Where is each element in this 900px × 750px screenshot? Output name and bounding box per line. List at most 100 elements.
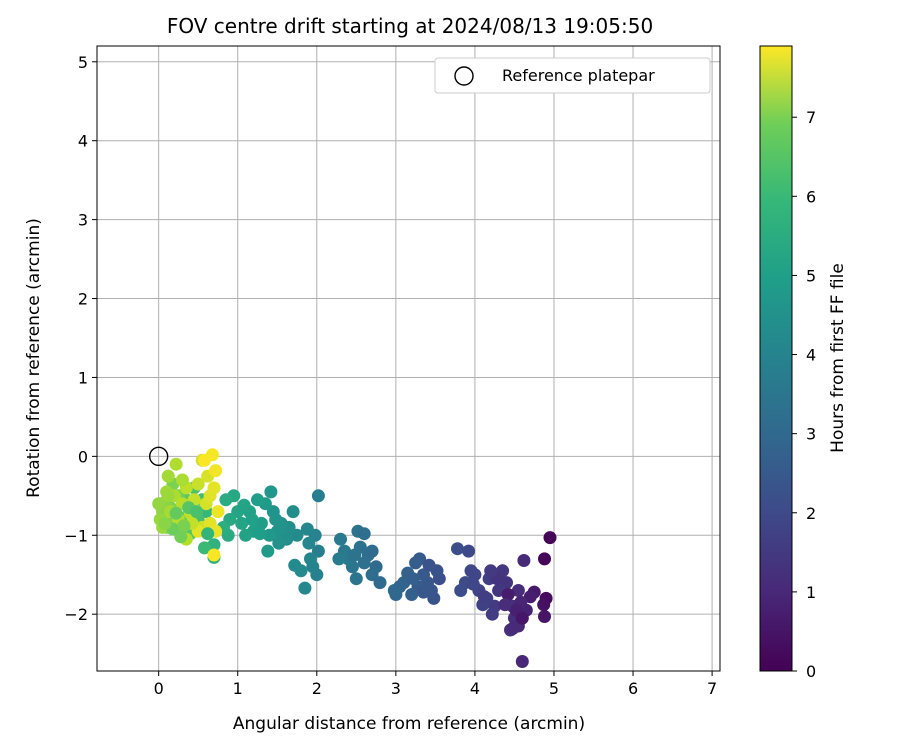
x-axis-ticks: 0 1 2 3 4 5 6 7 — [154, 671, 717, 698]
data-point — [235, 516, 249, 530]
data-point — [517, 554, 531, 567]
data-point — [161, 489, 175, 503]
legend-box — [434, 57, 711, 94]
colorbar-frame — [759, 45, 793, 672]
data-point — [190, 505, 204, 519]
data-point — [251, 493, 264, 507]
data-point — [348, 548, 362, 562]
data-point — [219, 493, 233, 507]
data-point — [357, 527, 371, 541]
data-point — [302, 536, 316, 550]
data-point — [477, 590, 491, 604]
data-point — [409, 556, 423, 570]
x-tick-label: 6 — [628, 679, 638, 698]
colorbar-label: Hours from first FF file — [828, 263, 848, 453]
plot-frame — [96, 45, 721, 672]
data-point — [357, 556, 371, 570]
data-point — [304, 552, 317, 566]
y-axis-label: Rotation from reference (arcmin) — [24, 218, 44, 498]
data-point — [349, 572, 363, 586]
data-point — [290, 528, 304, 542]
data-point — [239, 528, 253, 542]
x-tick-label: 5 — [549, 679, 559, 698]
data-point — [298, 581, 312, 595]
data-point — [365, 544, 379, 558]
data-point — [161, 469, 175, 483]
x-tick-label: 7 — [707, 679, 717, 698]
data-point — [198, 541, 211, 555]
data-point — [515, 611, 529, 625]
data-point — [405, 588, 419, 601]
data-point — [511, 584, 525, 597]
data-point — [484, 564, 498, 578]
data-point — [169, 506, 183, 520]
data-point — [332, 552, 346, 566]
colorbar-tick-label: 1 — [806, 583, 816, 602]
data-point — [211, 505, 225, 519]
data-point — [387, 584, 401, 597]
data-point — [286, 505, 300, 519]
data-point — [417, 568, 430, 582]
x-tick-label: 4 — [470, 679, 480, 698]
colorbar-tick-label: 0 — [806, 662, 816, 681]
data-point — [466, 577, 480, 591]
data-point — [543, 531, 557, 545]
data-point — [515, 655, 529, 668]
data-point — [264, 485, 278, 499]
data-point — [538, 610, 551, 623]
data-point — [501, 588, 515, 601]
data-point — [201, 527, 215, 541]
data-point — [253, 527, 267, 541]
colorbar-tick-label: 2 — [806, 504, 816, 523]
data-point — [152, 497, 166, 511]
data-point — [485, 607, 499, 621]
data-point — [454, 584, 468, 597]
colorbar: 0 1 2 3 4 5 6 7 Hours from first FF file — [759, 45, 848, 681]
data-point — [207, 548, 221, 562]
data-point — [537, 598, 551, 612]
data-point — [191, 477, 205, 491]
x-tick-label: 0 — [154, 679, 164, 698]
legend-open-circle-marker — [454, 66, 474, 86]
y-axis-ticks: −2 −1 0 1 2 3 4 5 — [64, 53, 97, 624]
data-point — [245, 513, 259, 526]
data-point — [158, 516, 172, 530]
colorbar-gradient — [760, 46, 792, 671]
data-point — [451, 542, 464, 556]
colorbar-tick-label: 6 — [806, 187, 816, 206]
data-point — [261, 544, 275, 558]
data-point — [464, 564, 478, 578]
data-point — [209, 464, 223, 478]
data-point — [269, 513, 283, 526]
data-point — [422, 558, 436, 572]
data-point — [365, 568, 379, 582]
x-axis-label: Angular distance from reference (arcmin) — [233, 714, 585, 734]
legend-label: Reference platepar — [502, 66, 655, 85]
x-tick-label: 2 — [312, 679, 322, 698]
data-point — [272, 536, 286, 550]
y-tick-label: 3 — [78, 211, 88, 230]
data-point — [288, 558, 302, 572]
y-tick-label: −1 — [64, 526, 88, 545]
data-point — [169, 457, 183, 471]
x-tick-label: 3 — [391, 679, 401, 698]
data-point — [417, 585, 430, 599]
data-point — [311, 544, 325, 558]
y-tick-label: 0 — [78, 447, 88, 466]
y-tick-label: 2 — [78, 290, 88, 309]
data-point — [207, 481, 221, 495]
data-point — [334, 532, 347, 546]
legend: Reference platepar — [434, 57, 711, 94]
colorbar-tick-label: 4 — [806, 346, 816, 365]
data-point — [177, 519, 191, 533]
chart-title: FOV centre drift starting at 2024/08/13 … — [167, 14, 653, 38]
data-point — [300, 522, 314, 536]
data-point — [406, 572, 420, 586]
data-point — [198, 453, 211, 467]
x-tick-label: 1 — [233, 679, 243, 698]
y-tick-label: 4 — [78, 132, 88, 151]
y-tick-label: 1 — [78, 368, 88, 387]
data-point — [506, 621, 520, 635]
scatter-points — [152, 448, 557, 668]
data-point — [462, 544, 476, 558]
